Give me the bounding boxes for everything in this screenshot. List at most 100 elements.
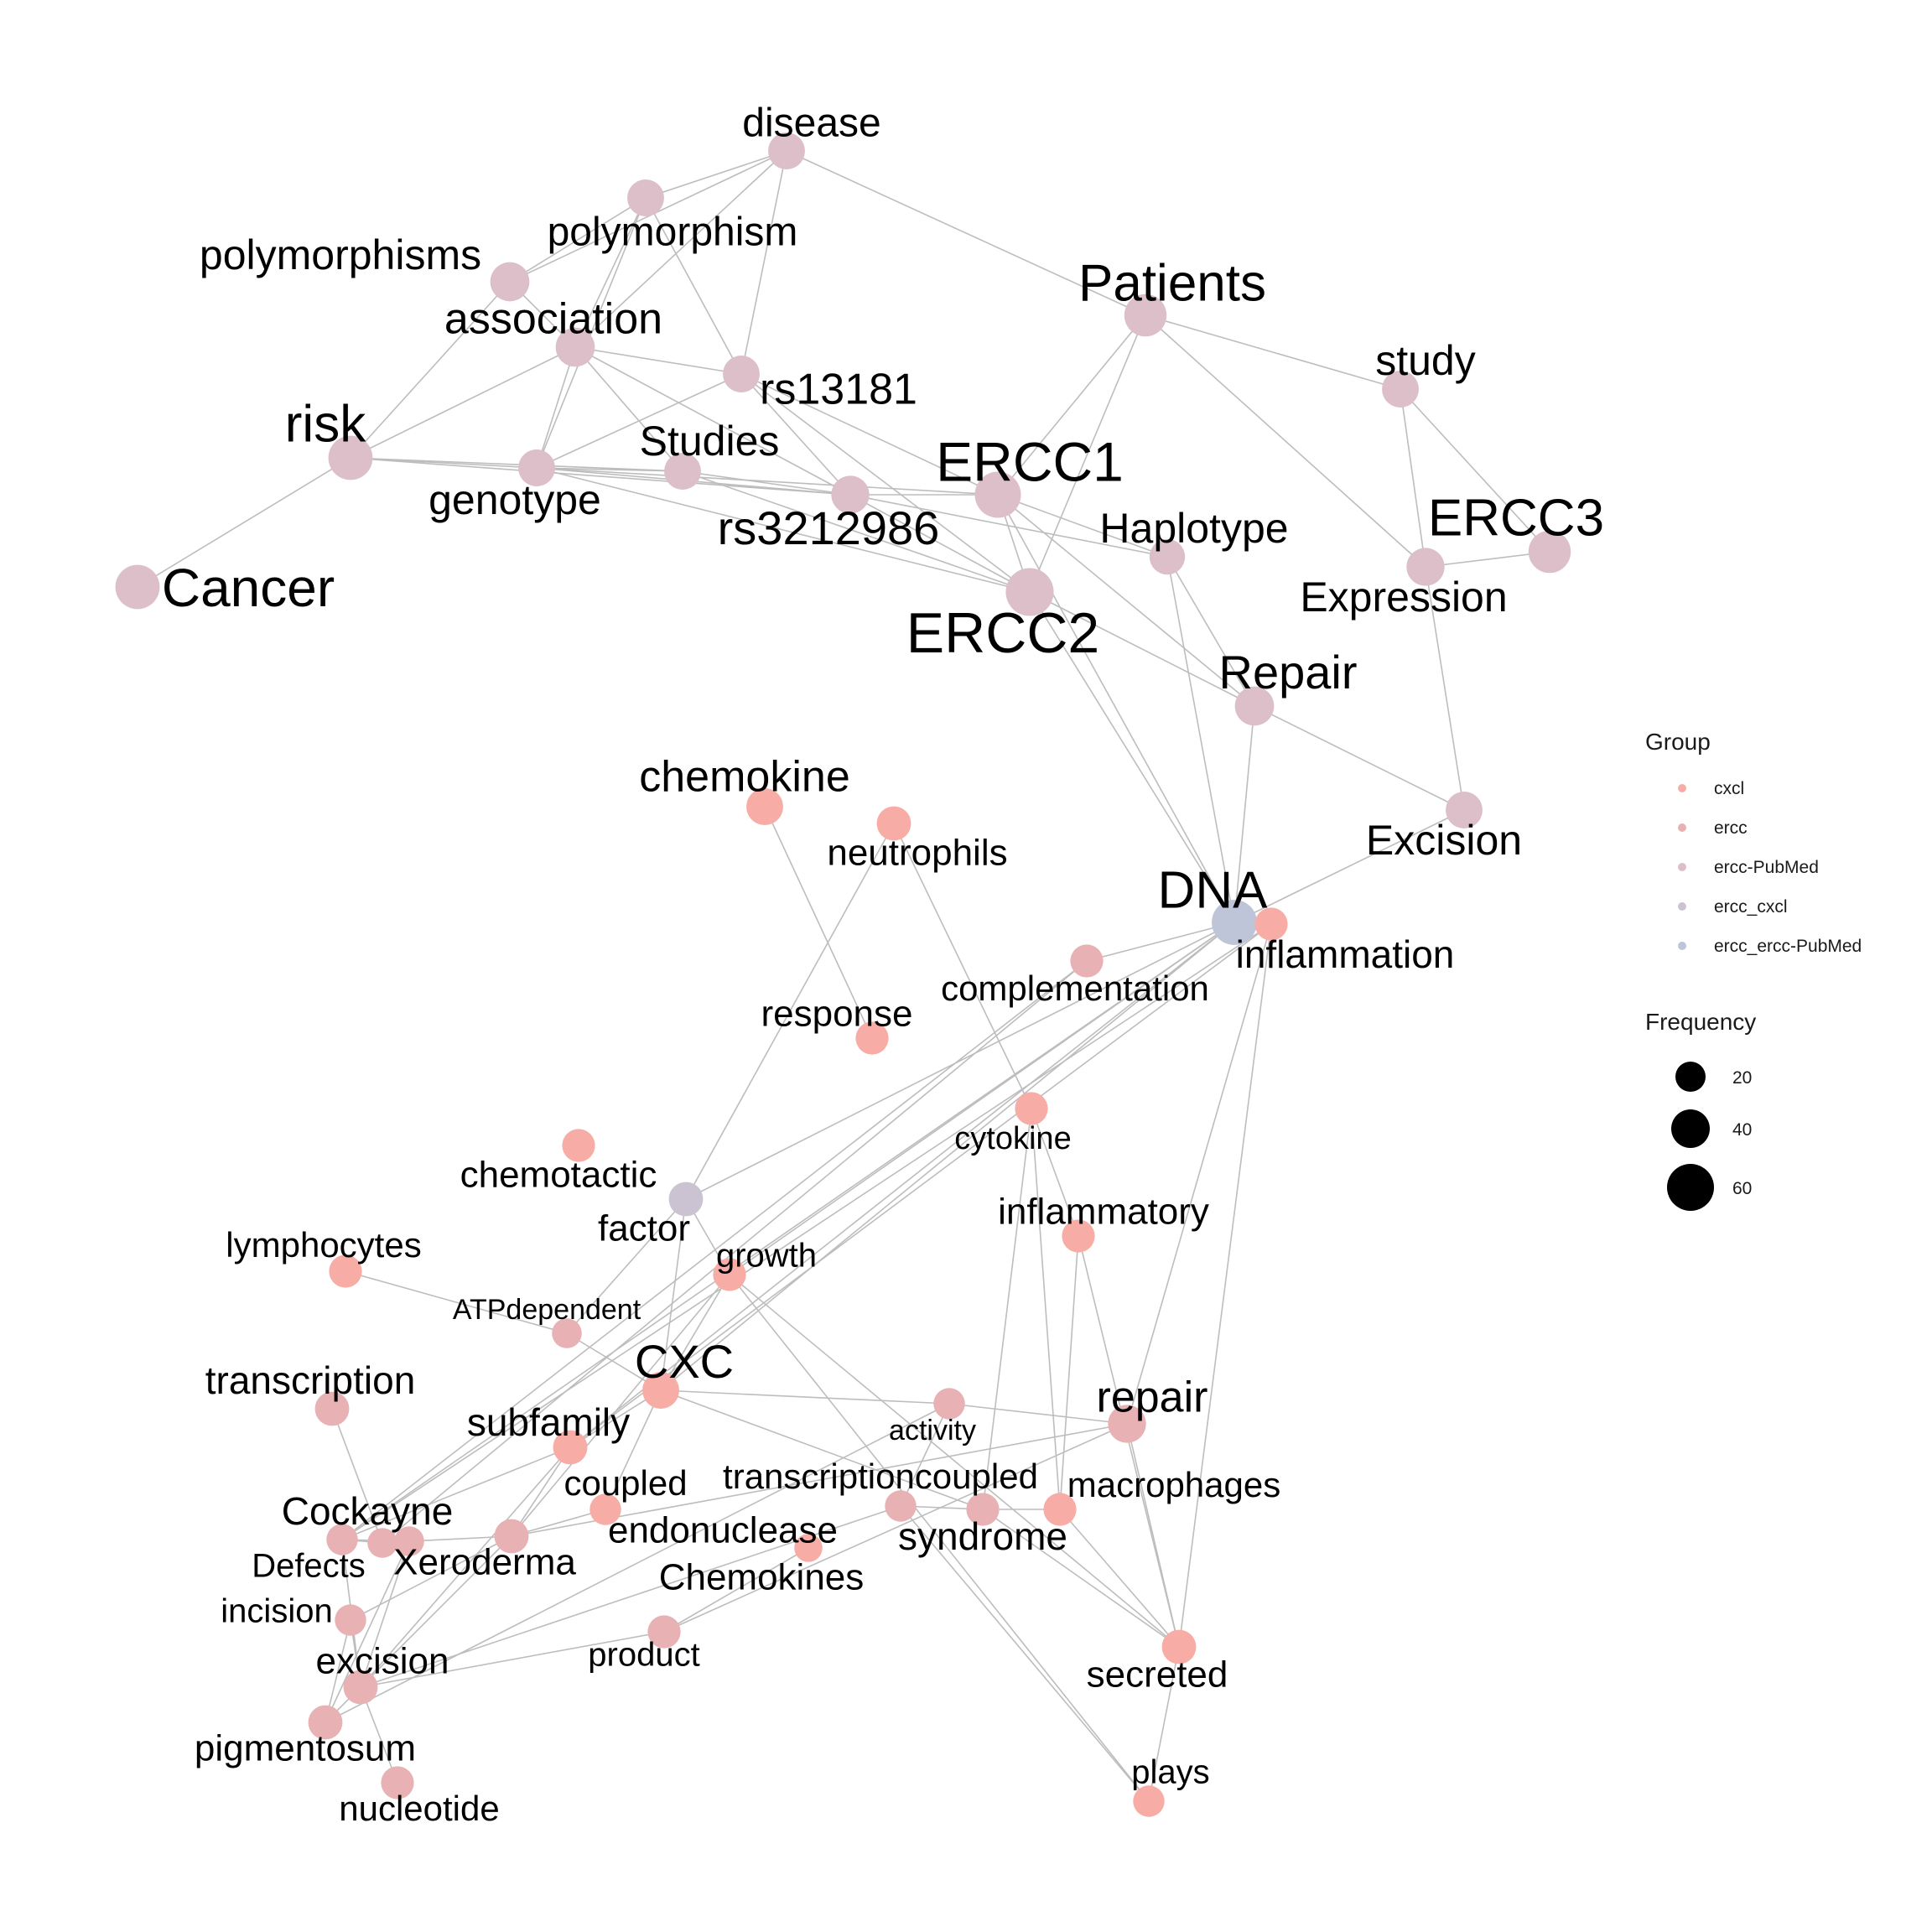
node-growth[interactable] <box>713 1258 746 1291</box>
edge-cytokine-inflammatory <box>1031 1108 1079 1237</box>
node-chemokine[interactable] <box>746 788 783 825</box>
node-label-Cockayne: Cockayne <box>282 1489 454 1533</box>
node-label-Cancer: Cancer <box>162 558 335 618</box>
node-rs13181[interactable] <box>723 356 760 392</box>
node-subfamily[interactable] <box>553 1430 588 1465</box>
node-label-polymorphism: polymorphism <box>548 210 798 255</box>
edge-polymorphism-genotype <box>536 197 647 469</box>
node-product[interactable] <box>647 1615 681 1649</box>
edge-repair-product <box>663 1423 1128 1633</box>
node-response[interactable] <box>855 1021 889 1055</box>
edge-Studies-ERCC2 <box>682 470 1031 593</box>
node-nucleotide[interactable] <box>381 1766 414 1800</box>
node-label-Excision: Excision <box>1366 817 1522 864</box>
node-Repair[interactable] <box>1234 686 1275 726</box>
node-DNA[interactable] <box>1212 900 1257 945</box>
node-label-incision: incision <box>221 1593 332 1630</box>
node-label-ERCC1: ERCC1 <box>936 430 1124 492</box>
node-Cockayne[interactable] <box>326 1524 358 1555</box>
edge-risk-Studies <box>350 457 683 472</box>
node-secreted[interactable] <box>1161 1629 1197 1665</box>
node-repair[interactable] <box>1108 1405 1146 1443</box>
node-inflammatory[interactable] <box>1062 1219 1095 1253</box>
node-polymorphism[interactable] <box>627 179 664 216</box>
node-study[interactable] <box>1382 371 1419 408</box>
node-transcriptioncoupled[interactable] <box>885 1490 917 1522</box>
edge-Haplotype-Repair <box>1166 556 1255 707</box>
node-genotype[interactable] <box>518 449 555 486</box>
node-association[interactable] <box>555 327 595 367</box>
node-CXC[interactable] <box>642 1372 679 1409</box>
node-chemotactic[interactable] <box>562 1129 595 1162</box>
node-Cancer[interactable] <box>115 564 160 610</box>
edge-subfamily-Cockayne <box>341 1446 571 1540</box>
node-cytokine[interactable] <box>1015 1092 1048 1125</box>
node-complementation[interactable] <box>1070 944 1104 978</box>
node-disease[interactable] <box>768 132 805 169</box>
node-label-inflammation: inflammation <box>1236 932 1455 976</box>
node-rs3212986[interactable] <box>831 475 870 514</box>
node-Patients[interactable] <box>1124 293 1167 337</box>
edge-association-rs13181 <box>574 346 742 375</box>
edge-ERCC1-Haplotype <box>997 494 1168 558</box>
node-Haplotype[interactable] <box>1149 538 1186 575</box>
node-Chemokines[interactable] <box>794 1534 823 1562</box>
node-label-association: association <box>444 295 662 344</box>
node-plays[interactable] <box>1133 1785 1165 1817</box>
edges-layer <box>137 150 1550 1802</box>
node-macrophages[interactable] <box>1043 1493 1077 1526</box>
node-risk[interactable] <box>328 435 373 480</box>
node-label-Expression: Expression <box>1300 574 1507 621</box>
edge-Expression-Excision <box>1425 566 1465 811</box>
node-label-disease: disease <box>742 101 880 146</box>
node-excision[interactable] <box>343 1670 378 1705</box>
legend-size-label-40: 40 <box>1732 1120 1752 1140</box>
node-label-neutrophils: neutrophils <box>827 833 1007 874</box>
node-transcription[interactable] <box>314 1391 350 1426</box>
edge-endonuclease-excision <box>360 1535 512 1688</box>
node-lymphocytes[interactable] <box>329 1254 362 1288</box>
edge-product-Chemokines <box>663 1547 809 1633</box>
legend-size-20 <box>1675 1062 1706 1092</box>
edge-factor-ATPdependent <box>566 1198 687 1334</box>
node-inflammation[interactable] <box>1254 907 1288 941</box>
edge-polymorphism-rs13181 <box>645 197 742 375</box>
edge-rs13181-genotype <box>536 373 742 469</box>
node-label-transcription: transcription <box>205 1358 416 1402</box>
node-label-cytokine: cytokine <box>954 1121 1071 1156</box>
edge-ERCC1-DNA <box>997 494 1235 923</box>
node-ERCC2[interactable] <box>1005 568 1054 616</box>
node-Excision[interactable] <box>1446 792 1483 828</box>
node-label-macrophages: macrophages <box>1067 1465 1280 1504</box>
node-label-rs13181: rs13181 <box>760 366 917 414</box>
node-Studies[interactable] <box>664 453 701 490</box>
edge-Patients-ERCC2 <box>1029 314 1146 593</box>
node-label-coupled: coupled <box>564 1463 687 1503</box>
node-ATPdependent[interactable] <box>552 1318 582 1348</box>
node-ERCC1[interactable] <box>974 471 1021 518</box>
node-ERCC3[interactable] <box>1528 530 1571 574</box>
node-syndrome[interactable] <box>966 1493 1000 1526</box>
edge-disease-rs13181 <box>740 150 787 375</box>
node-incision[interactable] <box>335 1604 366 1636</box>
node-Defects[interactable] <box>367 1528 397 1558</box>
node-neutrophils[interactable] <box>876 806 911 841</box>
edge-disease-Patients <box>786 150 1146 316</box>
edge-lymphocytes-ATPdependent <box>345 1270 568 1334</box>
edge-Xeroderma-pigmentosum <box>325 1540 410 1723</box>
node-label-syndrome: syndrome <box>898 1514 1067 1558</box>
edge-repair-activity <box>948 1403 1128 1425</box>
node-Xeroderma[interactable] <box>394 1526 424 1556</box>
node-pigmentosum[interactable] <box>308 1705 343 1740</box>
node-endonuclease[interactable] <box>494 1519 529 1554</box>
node-label-subfamily: subfamily <box>467 1400 630 1444</box>
node-polymorphisms[interactable] <box>490 262 530 302</box>
node-activity[interactable] <box>933 1388 965 1420</box>
edge-Xeroderma-excision <box>360 1540 410 1688</box>
node-coupled[interactable] <box>589 1493 621 1525</box>
node-Expression[interactable] <box>1406 548 1445 586</box>
node-factor[interactable] <box>668 1182 704 1217</box>
edge-DNA-subfamily <box>569 922 1235 1448</box>
edge-factor-CXC <box>660 1198 687 1391</box>
edge-cytokine-syndrome <box>982 1108 1032 1510</box>
